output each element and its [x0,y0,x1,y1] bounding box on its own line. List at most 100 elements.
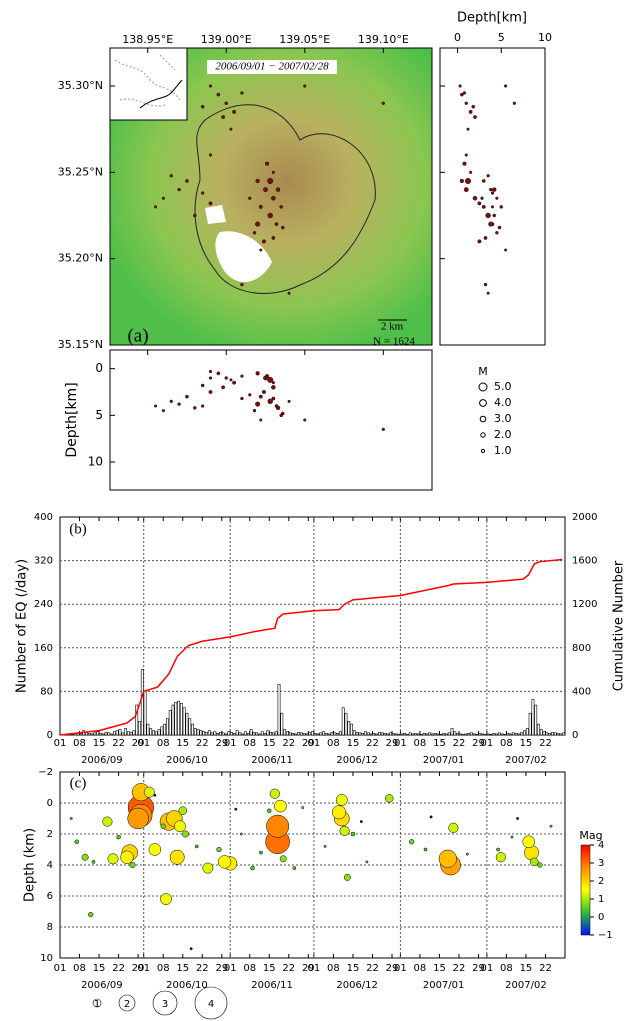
bar [481,733,485,736]
event [365,860,369,864]
event [303,84,307,88]
x-tick-label: 22 [539,738,552,749]
bar [411,733,415,736]
event [208,84,213,88]
y2-tick-label: 400 [572,686,591,697]
event [469,170,473,174]
legend-label: 3.0 [494,412,512,425]
event [185,394,189,399]
event [161,196,165,200]
x-tick-label: 22 [112,963,125,974]
bar [562,732,566,736]
event [255,401,261,407]
bar [559,733,563,736]
event [274,222,279,226]
event [169,849,185,865]
bar [241,733,245,736]
event [495,196,499,200]
event [255,178,260,184]
bar [244,731,247,736]
event [193,406,197,410]
x-tick-label: 08 [414,963,427,974]
event [448,822,459,833]
bar [523,730,526,736]
event [216,92,221,97]
x-tick-label: 0 [454,31,461,44]
bar [322,731,326,736]
bar [355,731,359,736]
bar [453,731,457,736]
bar [291,733,295,736]
x-tick-label: 29 [386,738,399,749]
bar [394,733,398,736]
bar [433,733,437,736]
bar [486,733,490,736]
bar [168,710,172,736]
x-tick-label: 01 [394,738,407,749]
legend-label: 1 [94,999,100,1010]
bar [121,732,125,736]
bar [232,733,236,736]
y2-tick-label: 800 [572,643,591,654]
month-label: 2007/01 [423,755,465,766]
bar [171,704,175,736]
bar [101,733,105,736]
event [107,853,119,865]
bar [389,732,393,736]
bar [492,733,496,736]
bar [422,733,426,736]
event [261,390,266,394]
bar [252,731,256,736]
x-tick-label: 08 [157,963,170,974]
bar [104,731,108,736]
bar [375,733,379,736]
event [492,213,496,218]
bar [213,731,217,736]
x-tick-label: 01 [308,738,321,749]
x-tick-label: 01 [308,963,321,974]
bar [467,733,471,736]
y2-tick-label: 1600 [572,556,597,567]
event [488,221,494,227]
bar [255,732,259,736]
x-tick-label: 29 [302,738,315,749]
event [160,823,166,829]
y-tick-label: −2 [38,767,53,778]
legend-symbol [92,998,102,1008]
legend-label: 3 [162,999,168,1010]
x-tick-label: 01 [224,963,237,974]
bar [417,733,420,736]
bar [258,733,261,736]
event [148,843,162,856]
event [102,816,113,827]
event [464,153,468,157]
event [495,852,506,863]
bar [308,732,312,736]
bar [500,733,504,736]
bar [539,729,543,736]
x-tick-label: 15 [263,963,276,974]
bar [274,731,278,736]
bar [489,734,493,736]
event [460,92,464,97]
bar [154,731,158,736]
event [408,839,415,845]
bar [182,707,186,736]
bar [280,712,284,736]
event [275,187,281,192]
bar [112,731,116,736]
x-tick-label: 15 [93,963,106,974]
y-tick-label: 4 [47,860,53,871]
y-tick-label: 35.15°N [58,338,103,351]
cumulative-line [59,558,563,736]
bar [316,733,320,736]
event [350,831,356,837]
y-tick-label: 6 [47,891,53,902]
lake [205,205,272,283]
event [69,817,73,820]
bar [163,723,167,736]
y-tick-label: 5 [95,408,103,422]
event [259,850,263,855]
y-tick-label: 10 [88,455,103,469]
